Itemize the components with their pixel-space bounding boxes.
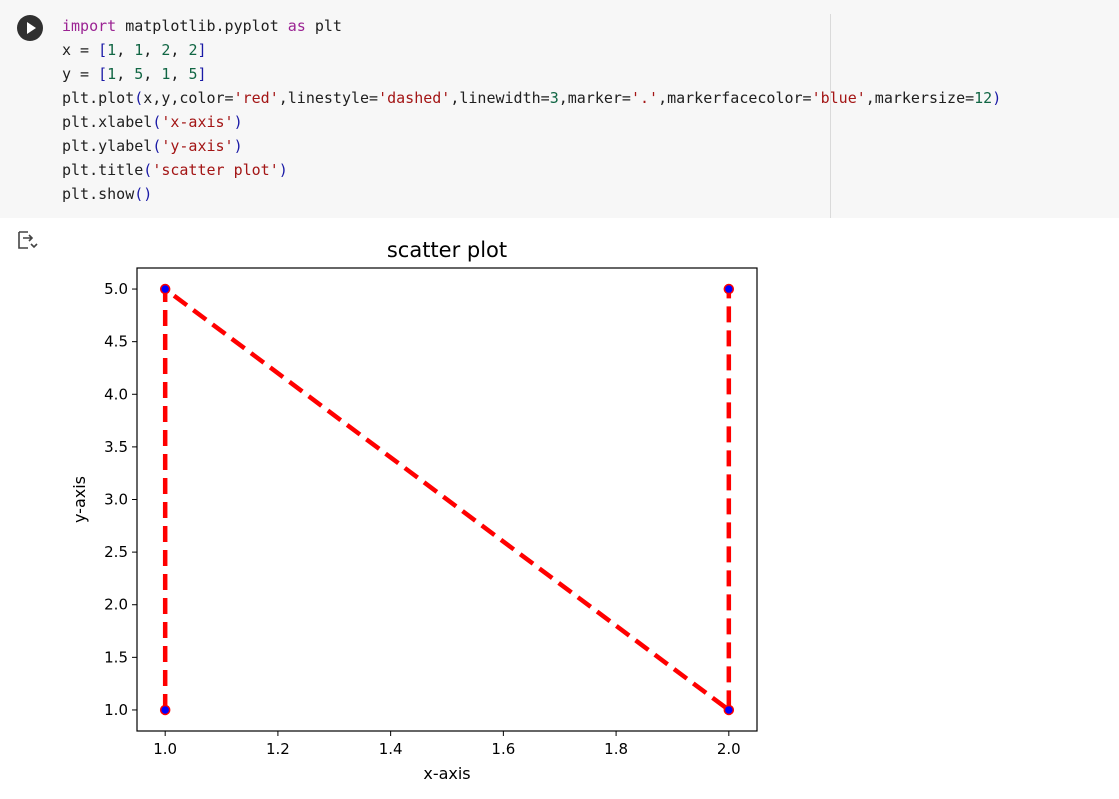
code-token: , — [170, 65, 189, 83]
code-editor[interactable]: import matplotlib.pyplot as plt x = [1, 1… — [62, 14, 1001, 206]
code-token: 3 — [549, 89, 559, 107]
code-token: 'y-axis' — [161, 137, 234, 155]
code-token: ] — [197, 65, 207, 83]
code-token: ] — [197, 41, 207, 59]
y-tick-label: 5.0 — [104, 280, 128, 298]
x-axis-label: x-axis — [423, 764, 470, 783]
code-token: ( — [152, 113, 162, 131]
y-tick-label: 4.0 — [104, 385, 128, 403]
x-tick-label: 1.4 — [379, 740, 403, 758]
code-token: ) — [992, 89, 1002, 107]
code-line: plt.show() — [62, 182, 1001, 206]
data-point — [159, 283, 171, 295]
y-tick-label: 2.5 — [104, 543, 128, 561]
y-tick-label: 1.0 — [104, 701, 128, 719]
data-point — [723, 283, 735, 295]
run-button[interactable] — [17, 15, 43, 41]
code-token: ( — [152, 137, 162, 155]
code-token: x = — [62, 41, 99, 59]
code-token: 1 — [161, 65, 171, 83]
y-tick-label: 3.5 — [104, 438, 128, 456]
code-token: 'blue' — [811, 89, 866, 107]
code-line: import matplotlib.pyplot as plt — [62, 14, 1001, 38]
chart-output: scatter plot 1.0 1.2 1.4 1.6 1.8 2.0 1.0 1.5 2.0 2… — [60, 230, 780, 795]
code-token: , — [143, 41, 162, 59]
y-tick-label: 2.0 — [104, 596, 128, 614]
data-point — [723, 704, 735, 716]
code-token: ) — [233, 137, 243, 155]
code-token: ,markerfacecolor= — [658, 89, 812, 107]
series-line — [162, 284, 732, 715]
y-tick-label: 1.5 — [104, 648, 128, 666]
code-token: '.' — [630, 89, 659, 107]
code-token: plt.title — [62, 161, 144, 179]
code-token: plt.ylabel — [62, 137, 153, 155]
code-line: x = [1, 1, 2, 2] — [62, 38, 1001, 62]
code-line: y = [1, 5, 1, 5] — [62, 62, 1001, 86]
code-token: matplotlib.pyplot — [116, 17, 288, 35]
code-token: () — [134, 185, 153, 203]
chart-svg: scatter plot 1.0 1.2 1.4 1.6 1.8 2.0 1.0 1.5 2.0 2… — [70, 238, 758, 783]
code-token: 2 — [161, 41, 171, 59]
code-token: ,marker= — [558, 89, 631, 107]
code-token: ,linestyle= — [278, 89, 379, 107]
code-token: 5 — [134, 65, 144, 83]
code-token: , — [116, 65, 135, 83]
output-toggle-icon[interactable] — [16, 229, 38, 251]
code-token: 2 — [188, 41, 198, 59]
code-token: 'x-axis' — [161, 113, 234, 131]
code-token: 12 — [974, 89, 993, 107]
code-token: 'red' — [233, 89, 279, 107]
code-token: ( — [143, 161, 153, 179]
x-tick-label: 1.2 — [266, 740, 290, 758]
x-tick-label: 2.0 — [717, 740, 741, 758]
code-token: ,markersize= — [865, 89, 975, 107]
code-token: ,linewidth= — [450, 89, 550, 107]
code-line: plt.plot(x,y,color='red',linestyle='dash… — [62, 86, 1001, 110]
code-token: 1 — [107, 41, 117, 59]
code-token: 5 — [188, 65, 198, 83]
y-axis-label: y-axis — [70, 476, 89, 523]
code-token: 1 — [134, 41, 144, 59]
x-tick-label: 1.8 — [604, 740, 628, 758]
code-token: plt.plot — [62, 89, 135, 107]
code-token: 1 — [107, 65, 117, 83]
code-token: 'scatter plot' — [152, 161, 279, 179]
code-token: ) — [233, 113, 243, 131]
chart-title: scatter plot — [387, 238, 507, 262]
code-token: plt.xlabel — [62, 113, 153, 131]
code-token: plt.show — [62, 185, 135, 203]
code-token: , — [170, 41, 189, 59]
code-token: y = — [62, 65, 99, 83]
code-token: as — [287, 17, 306, 35]
code-line: plt.ylabel('y-axis') — [62, 134, 1001, 158]
code-cell[interactable]: import matplotlib.pyplot as plt x = [1, 1… — [0, 0, 1119, 218]
y-tick-label: 4.5 — [104, 333, 128, 351]
data-point — [159, 704, 171, 716]
run-icon — [27, 22, 36, 34]
code-token: [ — [98, 65, 108, 83]
code-line: plt.xlabel('x-axis') — [62, 110, 1001, 134]
x-tick-label: 1.6 — [491, 740, 515, 758]
code-token: x,y,color= — [143, 89, 234, 107]
code-token: , — [116, 41, 135, 59]
code-token: ) — [278, 161, 288, 179]
code-token: plt — [305, 17, 342, 35]
x-tick-label: 1.0 — [153, 740, 177, 758]
code-token: [ — [98, 41, 108, 59]
code-line: plt.title('scatter plot') — [62, 158, 1001, 182]
y-tick-label: 3.0 — [104, 491, 128, 509]
code-token: 'dashed' — [378, 89, 451, 107]
code-divider — [830, 14, 831, 218]
code-token: , — [143, 65, 162, 83]
code-token: import — [62, 17, 117, 35]
code-token: ( — [134, 89, 144, 107]
